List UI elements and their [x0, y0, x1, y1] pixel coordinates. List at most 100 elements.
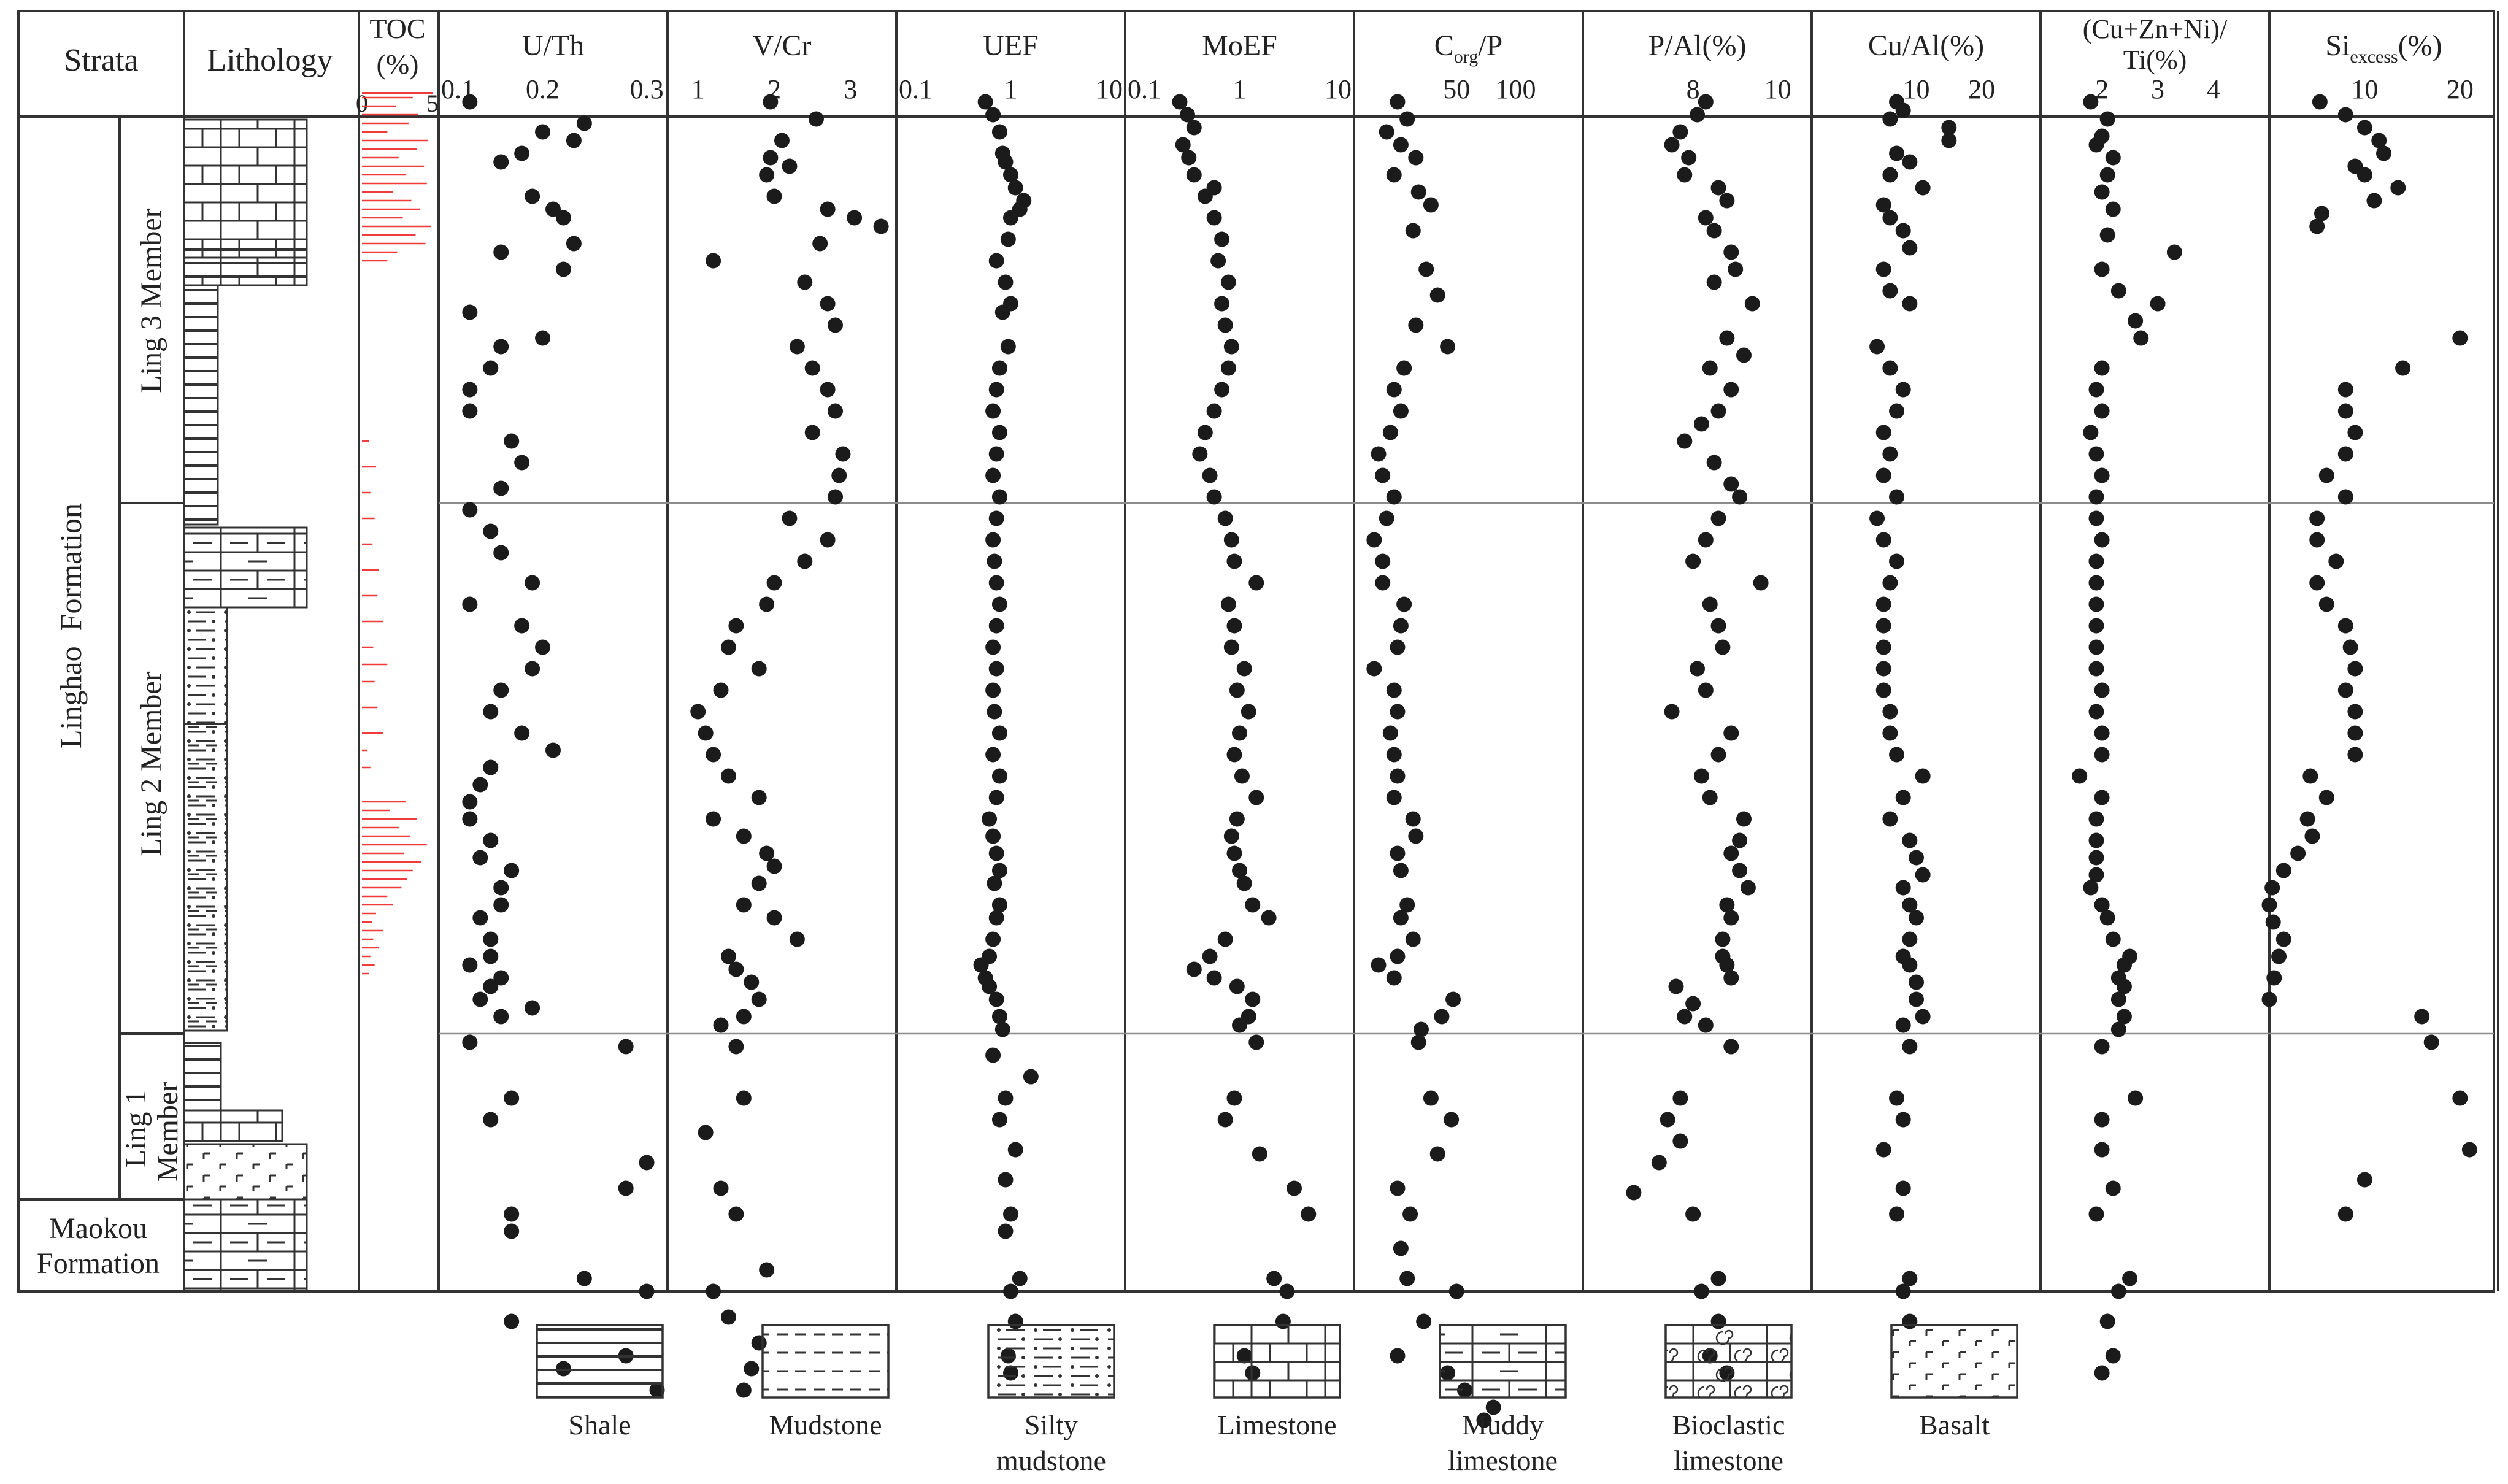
data-point-uth: [493, 480, 509, 496]
data-point-vcr: [820, 296, 836, 312]
data-point-ti: [2110, 1021, 2126, 1037]
data-point-uef: [977, 94, 993, 110]
tick-label-ti: 4: [2207, 74, 2220, 104]
data-point-pal: [1732, 832, 1748, 848]
data-point-corgp: [1445, 991, 1461, 1007]
data-point-uth: [493, 339, 509, 355]
member-label-ling1-a: Ling 1: [120, 1090, 152, 1168]
data-point-moef: [1214, 382, 1230, 398]
data-point-ti: [2105, 931, 2121, 947]
data-point-uef: [985, 107, 1001, 123]
data-point-uef: [1007, 1142, 1023, 1158]
data-point-pal: [1710, 618, 1726, 634]
data-point-uth: [483, 978, 499, 994]
data-point-ti: [2116, 957, 2132, 973]
data-point-moef: [1179, 107, 1195, 123]
data-point-cual: [1895, 382, 1911, 398]
legend-label-bioclastic-2: limestone: [1674, 1445, 1783, 1476]
data-point-uth: [472, 777, 488, 793]
data-point-vcr: [698, 725, 714, 741]
data-point-corgp: [1386, 382, 1402, 398]
data-point-ti: [2110, 283, 2126, 299]
data-point-corgp: [1423, 1090, 1439, 1106]
data-point-vcr: [751, 661, 767, 677]
maokou-label-1: Maokou: [49, 1212, 147, 1245]
data-point-cual: [1909, 974, 1925, 990]
data-point-uef: [988, 845, 1004, 861]
data-point-vcr: [812, 236, 828, 252]
data-point-uth: [483, 931, 499, 947]
data-point-ti: [2110, 1283, 2126, 1299]
data-point-pal: [1715, 931, 1731, 947]
data-point-cual: [1889, 1206, 1905, 1222]
data-point-corgp: [1386, 167, 1402, 183]
data-point-ti: [2088, 704, 2104, 720]
legend-swatch-shale: [536, 1324, 664, 1399]
legend-swatch-mudstone: [761, 1324, 890, 1399]
data-point-uef: [982, 978, 998, 994]
data-point-pal: [1698, 532, 1714, 548]
data-point-uef: [991, 863, 1007, 878]
data-point-si: [2452, 330, 2468, 346]
data-point-cual: [1882, 111, 1898, 127]
data-point-cual: [1875, 1142, 1891, 1158]
data-point-pal: [1698, 210, 1714, 226]
data-point-pal: [1681, 150, 1697, 166]
data-point-vcr: [828, 317, 844, 333]
data-point-si: [2318, 790, 2334, 805]
data-point-pal: [1685, 1206, 1701, 1222]
data-point-si: [2347, 425, 2363, 440]
panel-uth: U/Th0.1 0.2 0.3: [441, 29, 665, 1398]
data-point-uef: [985, 403, 1001, 419]
data-point-moef: [1186, 961, 1202, 977]
data-point-uth: [483, 360, 499, 376]
data-point-si: [2337, 489, 2353, 505]
litho-maokou-muddy: [183, 1198, 308, 1293]
data-point-corgp: [1405, 931, 1421, 947]
data-point-uth: [504, 433, 520, 449]
data-point-uth: [514, 455, 530, 471]
strata-header: Strata: [64, 43, 138, 78]
data-point-moef: [1223, 639, 1239, 655]
data-point-cual: [1875, 467, 1891, 483]
legend-swatch-bioclastic: [1664, 1324, 1793, 1399]
data-point-uth: [462, 403, 478, 419]
data-point-corgp: [1390, 704, 1406, 720]
data-point-uef: [998, 1090, 1014, 1106]
data-point-vcr: [713, 1180, 729, 1196]
panel-title-cual: Cu/Al(%): [1868, 29, 1984, 62]
lithology-column: [183, 118, 308, 1293]
data-point-ti: [2110, 991, 2126, 1007]
data-point-ti: [2128, 1090, 2144, 1106]
data-point-ti: [2088, 382, 2104, 398]
legend-swatch-silty: [987, 1324, 1115, 1399]
column-headers: Strata Lithology TOC (%): [64, 13, 425, 80]
data-point-corgp: [1434, 1009, 1450, 1025]
data-point-cual: [1895, 102, 1911, 118]
data-point-ti: [2128, 313, 2144, 329]
data-point-ti: [2094, 261, 2110, 277]
data-point-vcr: [720, 948, 736, 964]
data-point-cual: [1895, 1017, 1911, 1033]
data-point-corgp: [1386, 970, 1402, 986]
data-point-uth: [525, 188, 540, 204]
data-point-uth: [525, 661, 540, 677]
data-point-ti: [2094, 467, 2110, 483]
data-point-uef: [988, 790, 1004, 805]
data-point-corgp: [1410, 1034, 1426, 1050]
data-point-uef: [985, 467, 1001, 483]
panel-cual: Cu/Al(%) 10 20: [1868, 29, 1995, 1329]
data-point-moef: [1223, 828, 1239, 844]
data-point-corgp: [1414, 1021, 1429, 1037]
panel-uef: UEF 0.1 1 10: [899, 29, 1123, 1381]
data-point-uef: [985, 1047, 1001, 1063]
data-point-uth: [514, 618, 530, 634]
data-point-si: [2318, 596, 2334, 612]
tick-label-cual: 20: [1968, 74, 1995, 104]
data-point-si: [2290, 845, 2306, 861]
data-point-moef: [1220, 360, 1236, 376]
data-point-pal: [1672, 124, 1688, 140]
outer-border: [17, 10, 2495, 1293]
member-label-ling1-b: Member: [152, 1082, 184, 1182]
data-point-pal: [1664, 704, 1680, 720]
